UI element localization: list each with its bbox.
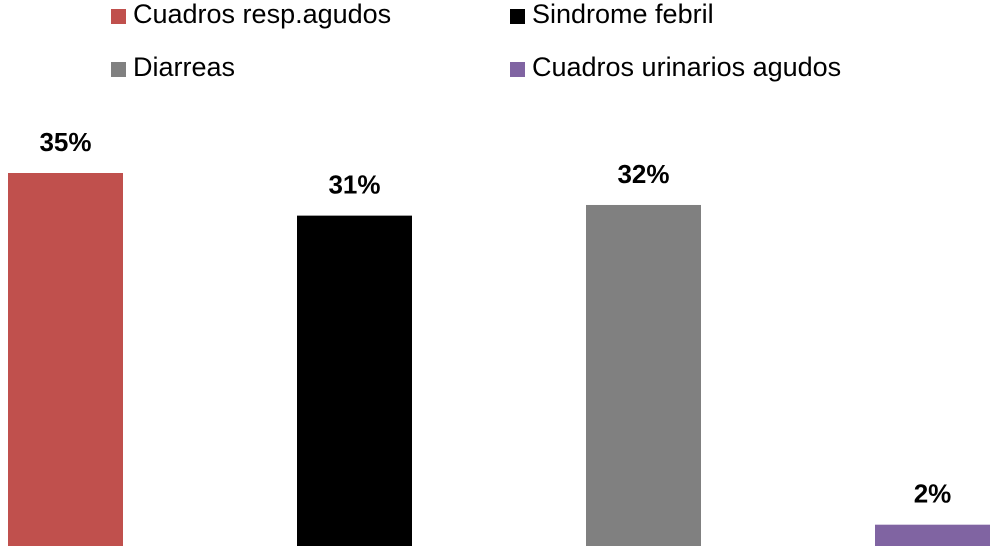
legend-swatch	[510, 9, 525, 24]
bar	[586, 204, 701, 546]
legend-swatch	[510, 62, 525, 77]
value-label: 31%	[328, 170, 380, 200]
legend-label: Sindrome febril	[532, 0, 714, 29]
legend-swatch	[111, 9, 126, 24]
legend-swatch	[111, 62, 126, 77]
legend-label: Cuadros resp.agudos	[133, 0, 391, 29]
value-label: 2%	[914, 479, 952, 509]
legend-label: Cuadros urinarios agudos	[532, 52, 841, 82]
value-label: 32%	[617, 159, 669, 189]
bar	[297, 215, 412, 546]
bar	[8, 173, 123, 546]
value-label: 35%	[39, 127, 91, 157]
bar	[875, 524, 990, 546]
legend-label: Diarreas	[133, 52, 235, 82]
